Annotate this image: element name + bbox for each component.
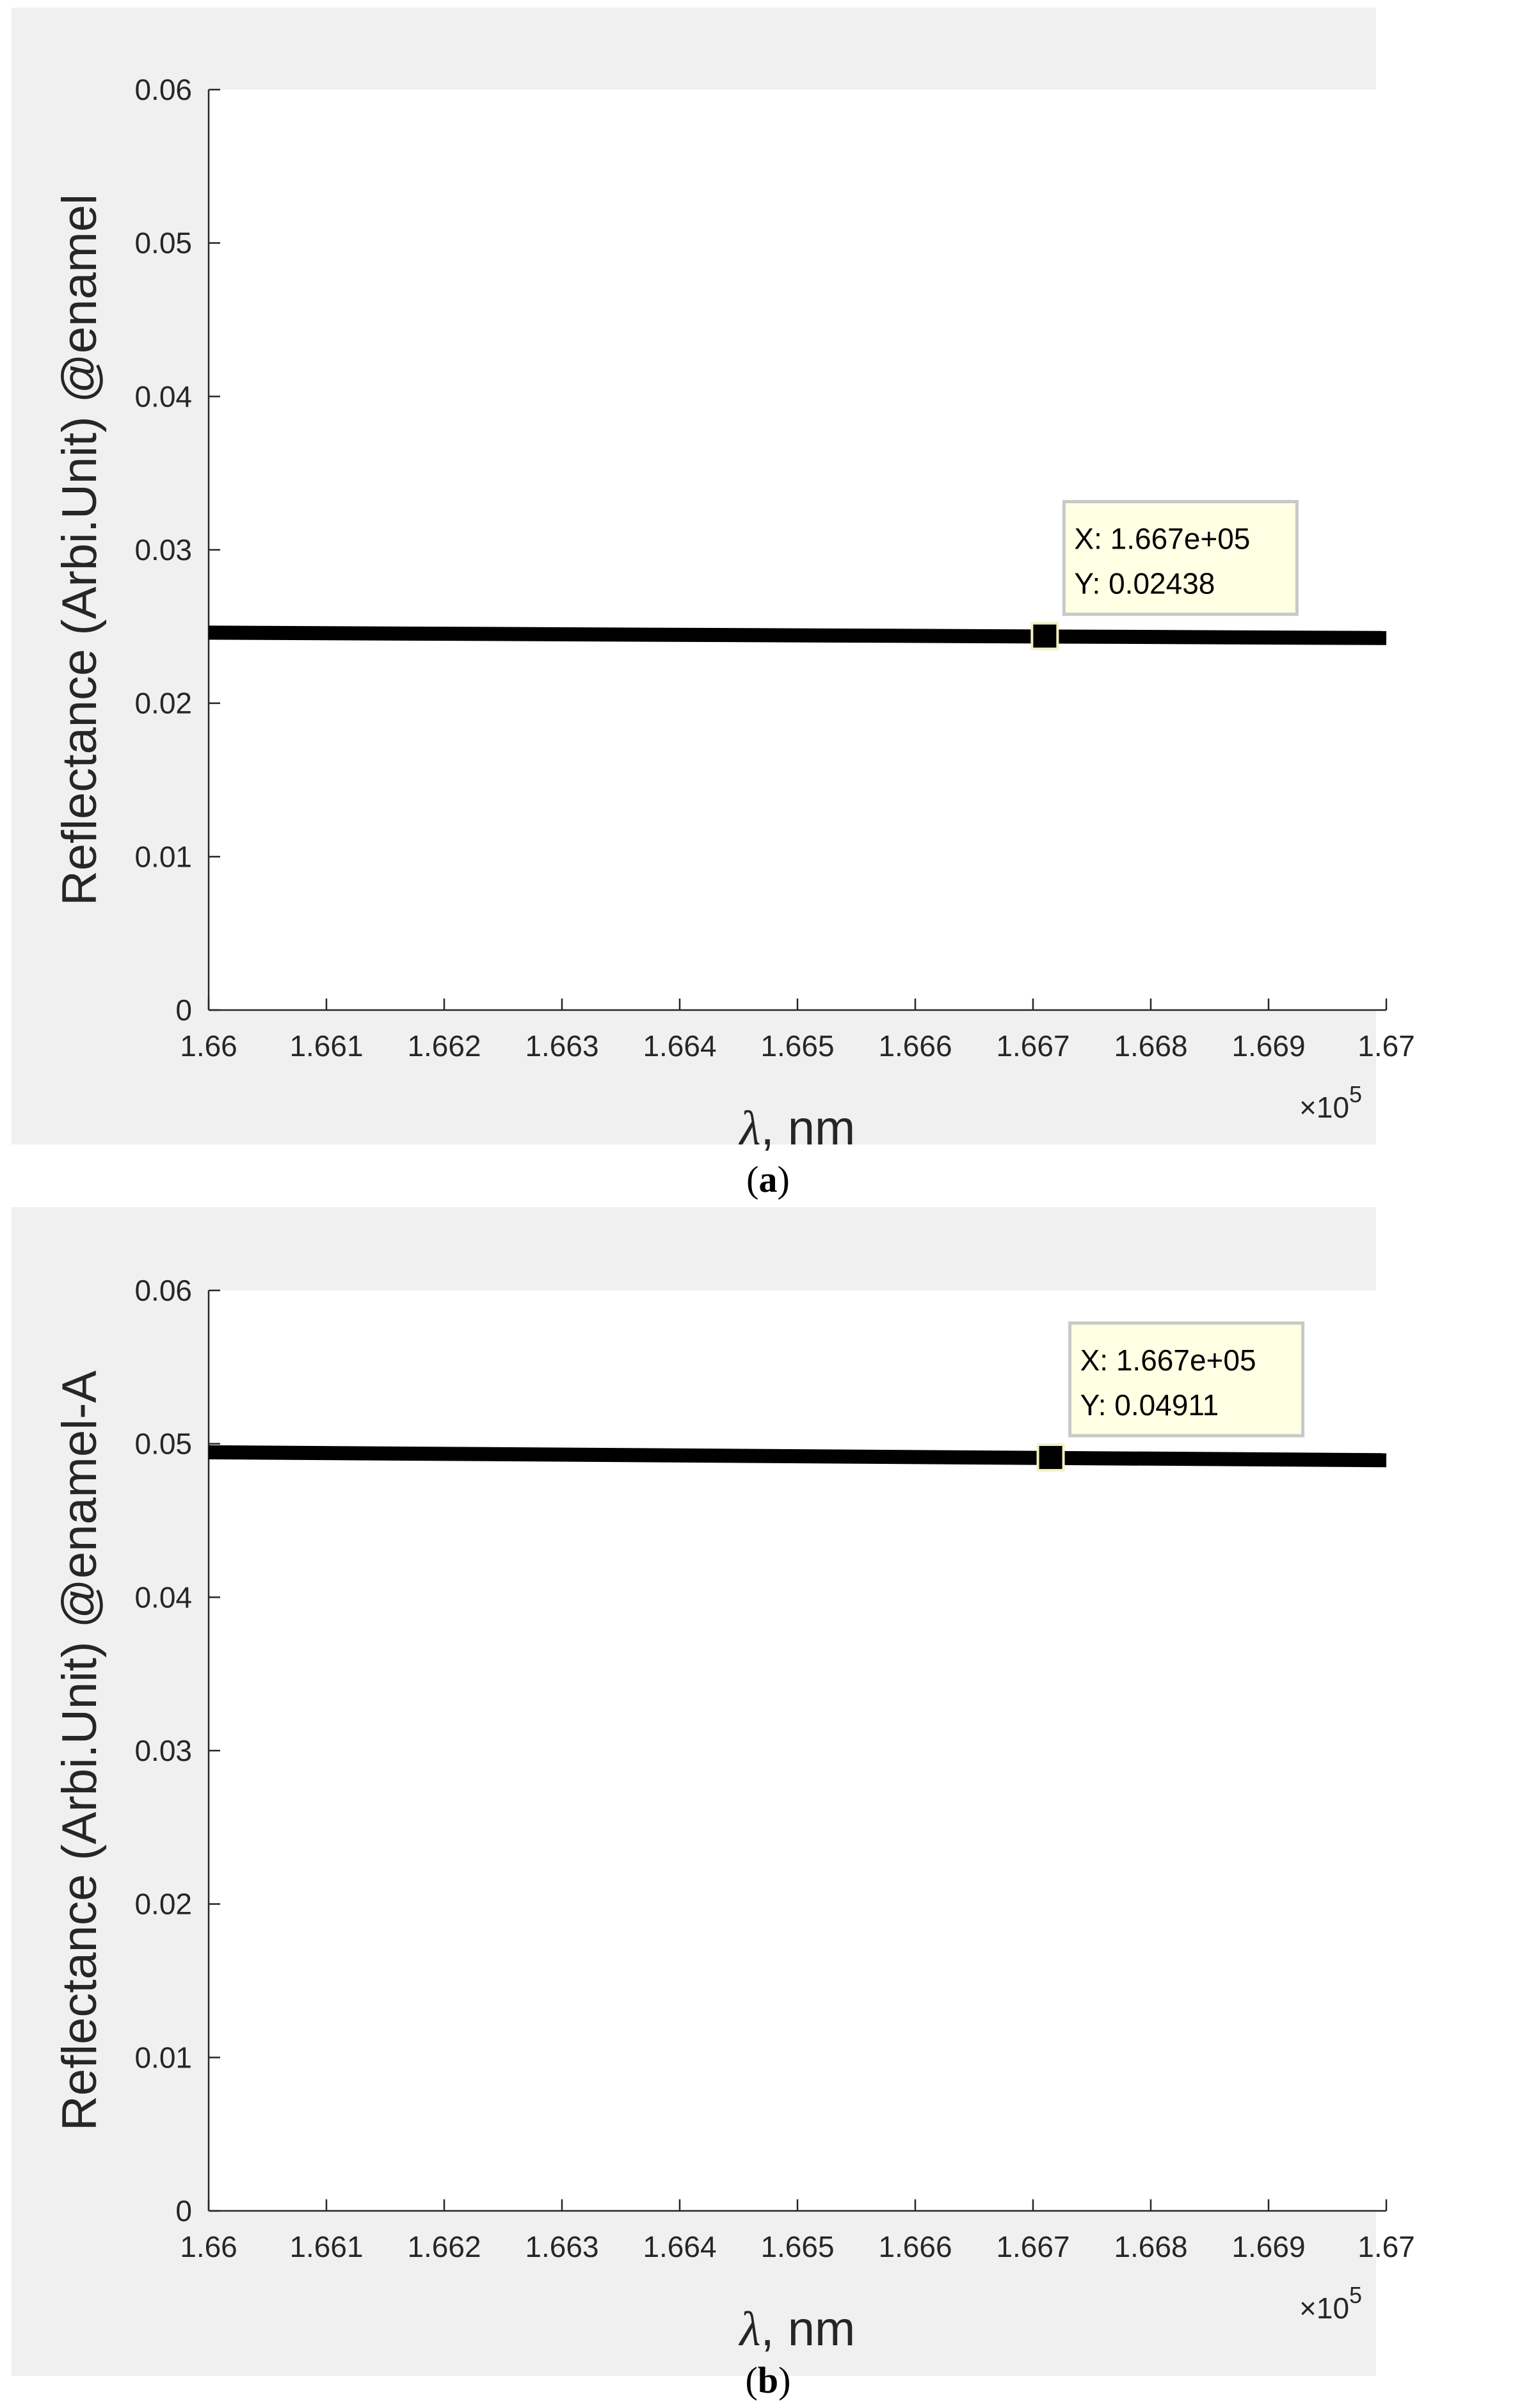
series-line <box>208 625 1387 645</box>
x-tick-label: 1.666 <box>878 2230 952 2263</box>
caption-open-paren: ( <box>746 2359 758 2401</box>
x-tick-label: 1.668 <box>1114 1029 1187 1063</box>
y-axis-label: Reflectance (Arbi.Unit) @enamel <box>52 194 107 906</box>
y-tick-label: 0.01 <box>134 840 192 873</box>
datatip-x-text: X: 1.667e+05 <box>1080 1344 1256 1377</box>
y-tick-label: 0.02 <box>134 687 192 720</box>
x-tick-label: 1.66 <box>180 1029 237 1063</box>
caption-open-paren: ( <box>746 1159 758 1200</box>
y-tick-label: 0.06 <box>134 1274 192 1307</box>
x-exponent-base: ×10 <box>1299 2292 1349 2325</box>
x-exponent-label: ×105 <box>1299 1081 1362 1124</box>
y-tick-label: 0.02 <box>134 1888 192 1921</box>
y-tick-label: 0 <box>175 993 192 1027</box>
figure-caption: (a) <box>746 1159 790 1200</box>
x-tick-label: 1.668 <box>1114 2230 1187 2263</box>
x-tick-label: 1.661 <box>289 1029 363 1063</box>
x-tick-label: 1.667 <box>996 2230 1069 2263</box>
x-tick-label: 1.667 <box>996 1029 1069 1063</box>
datatip-box[interactable] <box>1068 1321 1305 1438</box>
x-tick-label: 1.661 <box>289 2230 363 2263</box>
series-line <box>208 1445 1387 1468</box>
y-axis-label: Reflectance (Arbi.Unit) @enamel-A <box>52 1370 107 2131</box>
y-tick-label: 0 <box>175 2194 192 2227</box>
x-tick-label: 1.662 <box>407 2230 481 2263</box>
y-tick-label: 0.05 <box>134 227 192 260</box>
y-tick-label: 0.03 <box>134 533 192 566</box>
x-tick-label: 1.665 <box>760 2230 834 2263</box>
x-axis-label-text: , nm <box>761 2302 856 2356</box>
x-exponent-power: 5 <box>1349 2282 1362 2308</box>
datatip-marker[interactable] <box>1030 622 1059 650</box>
x-tick-label: 1.666 <box>878 1029 952 1063</box>
datatip-marker[interactable] <box>1036 1443 1065 1472</box>
caption-close-paren: ) <box>778 1159 790 1200</box>
y-tick-label: 0.03 <box>134 1734 192 1767</box>
chart-a: 0 0.01 0.02 0.03 0.04 0.05 0.06 1.66 1.661 1.662 1… <box>52 73 1415 1200</box>
x-exponent-label: ×105 <box>1299 2282 1362 2325</box>
y-tick-label: 0.06 <box>134 73 192 106</box>
y-tick-label: 0.04 <box>134 380 192 413</box>
figure-caption: (b) <box>746 2359 791 2401</box>
y-tick-label: 0.01 <box>134 2041 192 2074</box>
caption-letter: a <box>759 1159 778 1200</box>
x-axis-label-text: , nm <box>761 1101 856 1155</box>
datatip-y-text: Y: 0.02438 <box>1074 567 1215 600</box>
x-tick-label: 1.662 <box>407 1029 481 1063</box>
chart-b: 0 0.01 0.02 0.03 0.04 0.05 0.06 1.66 1.661 1.662 1… <box>52 1274 1415 2401</box>
caption-close-paren: ) <box>778 2359 790 2401</box>
x-tick-label: 1.664 <box>643 1029 716 1063</box>
x-exponent-power: 5 <box>1349 1081 1362 1107</box>
x-tick-label: 1.669 <box>1231 1029 1305 1063</box>
y-tick-label: 0.04 <box>134 1580 192 1614</box>
x-tick-label: 1.664 <box>643 2230 716 2263</box>
x-tick-label: 1.663 <box>525 1029 598 1063</box>
x-tick-label: 1.665 <box>760 1029 834 1063</box>
x-exponent-base: ×10 <box>1299 1091 1349 1124</box>
x-tick-label: 1.67 <box>1358 1029 1415 1063</box>
datatip-y-text: Y: 0.04911 <box>1080 1388 1219 1422</box>
x-axis-label: λ, nm <box>739 1101 856 1155</box>
caption-letter: b <box>758 2359 778 2401</box>
y-tick-label: 0.05 <box>134 1427 192 1461</box>
x-axis-label-symbol: λ <box>739 1102 761 1155</box>
x-tick-label: 1.663 <box>525 2230 598 2263</box>
x-tick-label: 1.669 <box>1231 2230 1305 2263</box>
x-axis-label: λ, nm <box>739 2302 856 2356</box>
datatip-box[interactable] <box>1062 500 1299 616</box>
datatip-x-text: X: 1.667e+05 <box>1074 522 1250 556</box>
x-tick-label: 1.66 <box>180 2230 237 2263</box>
x-axis-label-symbol: λ <box>739 2302 761 2356</box>
plot-area <box>209 1290 1386 2211</box>
x-tick-label: 1.67 <box>1358 2230 1415 2263</box>
